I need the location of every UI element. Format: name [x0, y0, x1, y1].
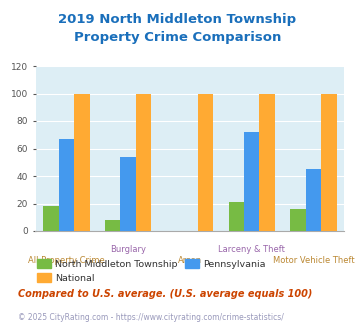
Bar [136, 93, 151, 231]
Text: 2019 North Middleton Township
Property Crime Comparison: 2019 North Middleton Township Property C… [59, 13, 296, 44]
Bar [260, 93, 275, 231]
Bar [244, 132, 260, 231]
Bar [43, 206, 59, 231]
Bar [105, 220, 120, 231]
Text: Larceny & Theft: Larceny & Theft [218, 245, 285, 254]
Bar [306, 169, 321, 231]
Text: All Property Crime: All Property Crime [28, 256, 105, 265]
Text: Arson: Arson [178, 256, 202, 265]
Bar [74, 93, 89, 231]
Text: Motor Vehicle Theft: Motor Vehicle Theft [273, 256, 354, 265]
Bar [229, 202, 244, 231]
Bar [120, 157, 136, 231]
Text: © 2025 CityRating.com - https://www.cityrating.com/crime-statistics/: © 2025 CityRating.com - https://www.city… [18, 313, 284, 322]
Bar [321, 93, 337, 231]
Bar [290, 209, 306, 231]
Legend: North Middleton Township, National, Pennsylvania: North Middleton Township, National, Penn… [33, 255, 269, 287]
Text: Burglary: Burglary [110, 245, 146, 254]
Bar [198, 93, 213, 231]
Bar [59, 139, 74, 231]
Text: Compared to U.S. average. (U.S. average equals 100): Compared to U.S. average. (U.S. average … [18, 289, 312, 299]
